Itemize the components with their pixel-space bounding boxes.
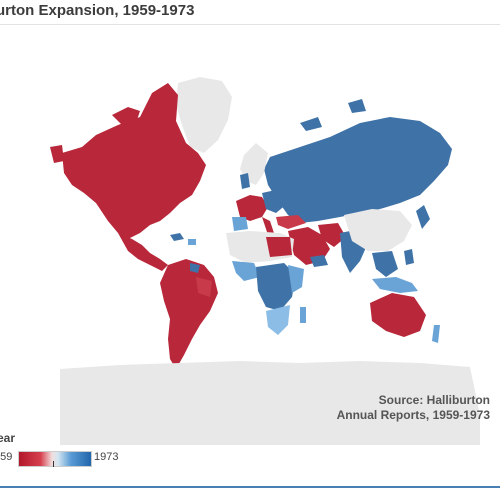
region-west-africa[interactable]: [232, 261, 260, 281]
legend-min-label: 959: [0, 451, 13, 463]
region-east-africa[interactable]: [288, 265, 304, 293]
region-southeast-asia[interactable]: [372, 251, 398, 277]
region-ussr-north-island[interactable]: [300, 117, 322, 131]
region-australia[interactable]: [370, 293, 426, 337]
legend-tick-marker: [53, 461, 54, 467]
map-area[interactable]: Source: Halliburton Annual Reports, 1959…: [0, 25, 500, 480]
region-madagascar[interactable]: [300, 307, 306, 323]
region-alaska-tip[interactable]: [50, 145, 64, 163]
source-line-2: Annual Reports, 1959-1973: [336, 408, 490, 422]
legend-max-label: 1973: [94, 451, 119, 463]
region-ussr[interactable]: [264, 117, 452, 223]
region-eastern-europe[interactable]: [262, 189, 288, 213]
region-iberia[interactable]: [232, 217, 248, 231]
region-greenland[interactable]: [176, 77, 232, 153]
region-north-america[interactable]: [62, 83, 206, 239]
world-map[interactable]: [0, 25, 500, 480]
region-japan[interactable]: [416, 205, 430, 229]
region-caribbean-2[interactable]: [188, 239, 196, 245]
source-line-1: Source: Halliburton: [378, 393, 490, 407]
region-central-africa[interactable]: [256, 263, 296, 311]
region-libya-egypt[interactable]: [266, 237, 292, 257]
region-ussr-north-island-2[interactable]: [348, 99, 366, 113]
region-caribbean[interactable]: [170, 233, 184, 241]
title-bar: urton Expansion, 1959-1973: [0, 0, 500, 25]
region-arctic-islands[interactable]: [112, 107, 140, 125]
region-guyana[interactable]: [190, 263, 200, 273]
region-turkey[interactable]: [276, 215, 306, 229]
bottom-divider: [0, 486, 500, 488]
region-south-america[interactable]: [160, 259, 218, 369]
region-western-europe[interactable]: [236, 195, 268, 221]
region-arabia-gulf[interactable]: [310, 255, 328, 267]
region-iran[interactable]: [318, 223, 346, 247]
source-note: Source: Halliburton Annual Reports, 1959…: [320, 393, 490, 423]
region-uk[interactable]: [240, 173, 250, 189]
legend-color-ramp[interactable]: [18, 451, 92, 467]
region-new-zealand[interactable]: [432, 325, 440, 343]
map-title: urton Expansion, 1959-1973: [0, 2, 195, 19]
region-philippines[interactable]: [404, 249, 414, 265]
year-legend: ear 959 1973: [0, 431, 140, 480]
region-antarctica[interactable]: [60, 361, 480, 445]
legend-title: ear: [0, 431, 16, 445]
region-italy[interactable]: [262, 217, 274, 235]
region-central-america[interactable]: [118, 233, 168, 271]
region-indonesia[interactable]: [372, 277, 418, 293]
region-middle-east[interactable]: [288, 227, 330, 265]
region-south-america-east[interactable]: [196, 277, 212, 297]
region-southern-africa[interactable]: [266, 305, 290, 335]
region-china[interactable]: [344, 209, 412, 251]
